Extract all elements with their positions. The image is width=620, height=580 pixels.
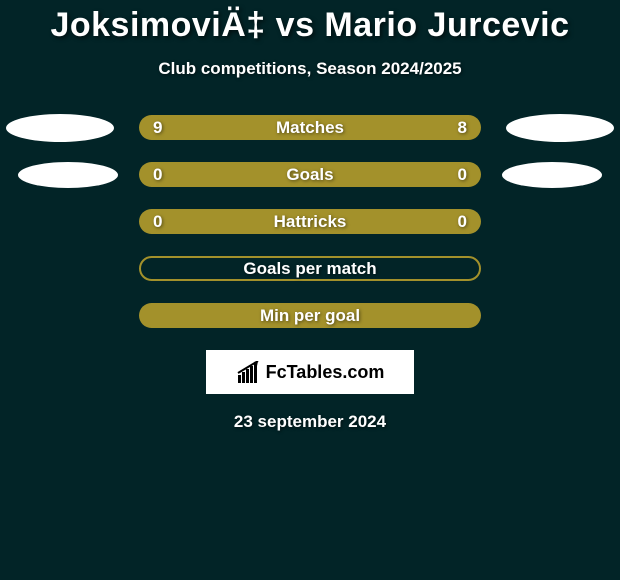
stat-value-right: 8 xyxy=(458,115,467,140)
stat-row-goals: 0 Goals 0 xyxy=(0,162,620,187)
stat-bar: 9 Matches 8 xyxy=(139,115,481,140)
page-subtitle: Club competitions, Season 2024/2025 xyxy=(0,59,620,79)
ellipse-right xyxy=(502,162,602,188)
stat-label: Min per goal xyxy=(139,303,481,328)
stat-row-goals-per-match: Goals per match xyxy=(0,256,620,281)
stat-row-hattricks: 0 Hattricks 0 xyxy=(0,209,620,234)
page-title: JoksimoviÄ‡ vs Mario Jurcevic xyxy=(0,6,620,45)
chart-icon xyxy=(236,361,262,383)
date-text: 23 september 2024 xyxy=(0,412,620,432)
stat-label: Goals xyxy=(139,162,481,187)
stat-bar: Goals per match xyxy=(139,256,481,281)
stat-label: Goals per match xyxy=(141,258,479,279)
ellipse-left xyxy=(6,114,114,142)
stat-value-right: 0 xyxy=(458,209,467,234)
stat-bar: 0 Hattricks 0 xyxy=(139,209,481,234)
stat-value-right: 0 xyxy=(458,162,467,187)
stat-label: Hattricks xyxy=(139,209,481,234)
stat-row-matches: 9 Matches 8 xyxy=(0,115,620,140)
ellipse-right xyxy=(506,114,614,142)
stat-label: Matches xyxy=(139,115,481,140)
brand-box: FcTables.com xyxy=(206,350,414,394)
stats-container: 9 Matches 8 0 Goals 0 0 Hattricks 0 xyxy=(0,115,620,328)
stat-bar: 0 Goals 0 xyxy=(139,162,481,187)
brand-text: FcTables.com xyxy=(266,362,385,383)
ellipse-left xyxy=(18,162,118,188)
stat-row-min-per-goal: Min per goal xyxy=(0,303,620,328)
stat-bar: Min per goal xyxy=(139,303,481,328)
